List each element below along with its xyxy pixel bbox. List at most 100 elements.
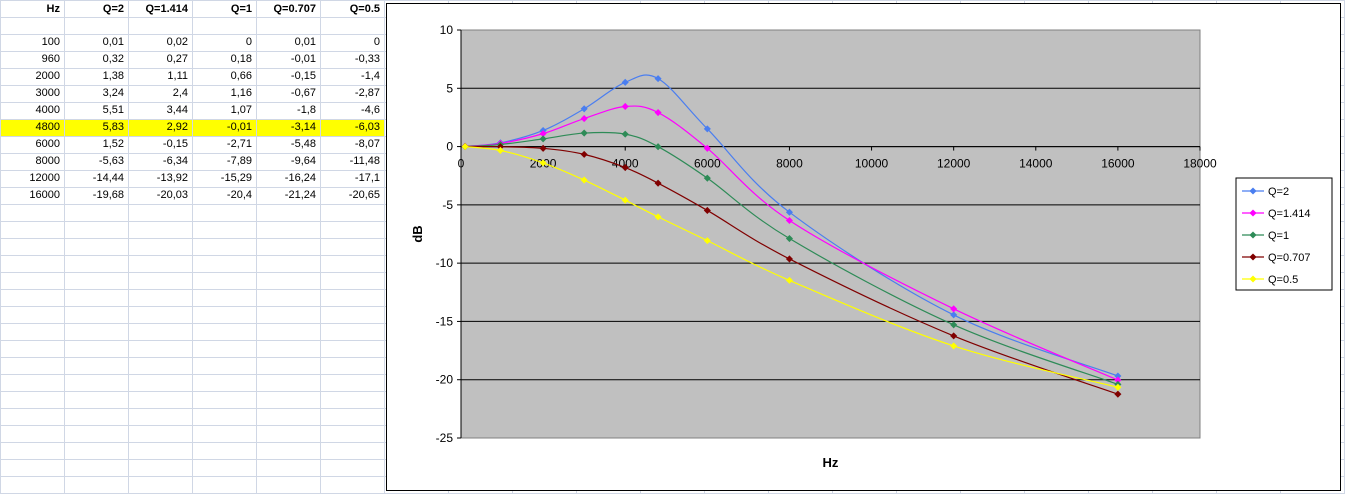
- y-tick-label: 10: [440, 23, 454, 37]
- x-tick-label: 0: [458, 157, 465, 171]
- plot-area: [460, 29, 1201, 439]
- data-point: [785, 208, 793, 216]
- data-cell[interactable]: -19,68: [92, 189, 124, 201]
- series-line-1: [465, 105, 1119, 381]
- data-cell[interactable]: 4800: [35, 121, 60, 133]
- data-cell[interactable]: 2,4: [172, 87, 188, 99]
- x-axis-title: Hz: [823, 455, 839, 470]
- data-cell[interactable]: 5,83: [102, 121, 124, 133]
- data-cell[interactable]: -1,8: [297, 104, 316, 116]
- data-cell[interactable]: 100: [41, 36, 60, 48]
- data-cell[interactable]: -17,1: [354, 172, 380, 184]
- data-cell[interactable]: 1,38: [102, 70, 124, 82]
- data-cell[interactable]: -0,01: [226, 121, 252, 133]
- data-point: [785, 235, 793, 243]
- data-cell[interactable]: 8000: [35, 155, 60, 167]
- data-cell[interactable]: -4,6: [361, 104, 380, 116]
- data-cell[interactable]: -0,15: [162, 138, 188, 150]
- data-cell[interactable]: 4000: [35, 104, 60, 116]
- data-cell[interactable]: 0,01: [102, 36, 124, 48]
- data-cell[interactable]: 1,16: [230, 87, 252, 99]
- data-cell[interactable]: 3000: [35, 87, 60, 99]
- grid-column-line: [64, 0, 65, 494]
- x-tick-label: 8000: [776, 157, 803, 171]
- data-cell[interactable]: -2,87: [354, 87, 380, 99]
- data-point: [580, 150, 588, 158]
- y-tick-label: -20: [436, 373, 454, 387]
- data-cell[interactable]: 12000: [29, 172, 60, 184]
- data-cell[interactable]: 0: [373, 36, 380, 48]
- data-cell[interactable]: 0,27: [166, 53, 188, 65]
- data-cell[interactable]: 1,07: [230, 104, 252, 116]
- data-cell[interactable]: 960: [41, 53, 60, 65]
- data-cell[interactable]: 0,32: [102, 53, 124, 65]
- data-cell[interactable]: 1,11: [167, 70, 188, 82]
- data-cell[interactable]: 0: [245, 36, 252, 48]
- data-cell[interactable]: 3,24: [102, 87, 124, 99]
- legend-entry: Q=1.414: [1268, 208, 1311, 220]
- data-cell[interactable]: -9,64: [290, 155, 316, 167]
- data-cell[interactable]: 1,52: [102, 138, 124, 150]
- x-tick-label: 10000: [855, 157, 889, 171]
- data-cell[interactable]: 0,01: [294, 36, 316, 48]
- data-cell[interactable]: -21,24: [284, 189, 316, 201]
- legend-entry: Q=2: [1268, 186, 1289, 198]
- data-cell[interactable]: 3,44: [166, 104, 188, 116]
- header-cell[interactable]: Q=1.414: [145, 3, 188, 15]
- y-axis-title: dB: [410, 225, 425, 242]
- data-cell[interactable]: -11,48: [349, 155, 380, 167]
- grid-column-line: [256, 0, 257, 494]
- data-cell[interactable]: -0,15: [290, 70, 316, 82]
- chart-frame[interactable]: 1050-5-10-15-20-250200040006000800010000…: [386, 3, 1341, 491]
- data-cell[interactable]: 0,02: [166, 36, 188, 48]
- y-tick-label: -15: [436, 314, 454, 328]
- data-point: [496, 146, 504, 154]
- x-tick-label: 14000: [1019, 157, 1053, 171]
- data-cell[interactable]: -16,24: [284, 172, 316, 184]
- grid-column-line: [0, 0, 1, 494]
- series-line-2: [465, 131, 1119, 385]
- data-cell[interactable]: -2,71: [226, 138, 252, 150]
- data-cell[interactable]: 5,51: [102, 104, 124, 116]
- header-cell[interactable]: Q=1: [230, 3, 252, 15]
- data-cell[interactable]: -15,29: [220, 172, 252, 184]
- data-cell[interactable]: -7,89: [226, 155, 252, 167]
- grid-row-line: [0, 0, 1345, 1]
- x-tick-label: 18000: [1183, 157, 1217, 171]
- data-cell[interactable]: -5,48: [290, 138, 316, 150]
- data-point: [950, 311, 958, 319]
- series-line-4: [465, 145, 1119, 388]
- data-cell[interactable]: -6,03: [354, 121, 380, 133]
- data-cell[interactable]: -3,14: [290, 121, 316, 133]
- data-cell[interactable]: -1,4: [361, 70, 380, 82]
- header-cell[interactable]: Q=0.707: [273, 3, 316, 15]
- data-cell[interactable]: -0,67: [290, 87, 316, 99]
- y-tick-label: -5: [442, 198, 453, 212]
- grid-column-line: [384, 0, 385, 494]
- data-cell[interactable]: -0,01: [290, 53, 316, 65]
- data-cell[interactable]: 16000: [29, 189, 60, 201]
- header-cell[interactable]: Hz: [46, 3, 60, 15]
- x-tick-label: 6000: [694, 157, 721, 171]
- data-cell[interactable]: 6000: [35, 138, 60, 150]
- header-cell[interactable]: Q=2: [102, 3, 124, 15]
- data-cell[interactable]: -20,03: [156, 189, 188, 201]
- data-cell[interactable]: -14,44: [92, 172, 124, 184]
- data-cell[interactable]: -8,07: [354, 138, 380, 150]
- data-point: [950, 332, 958, 340]
- data-cell[interactable]: -20,4: [226, 189, 252, 201]
- data-cell[interactable]: 0,66: [230, 70, 252, 82]
- y-tick-label: 0: [446, 140, 453, 154]
- data-cell[interactable]: -5,63: [98, 155, 124, 167]
- data-cell[interactable]: -0,33: [354, 53, 380, 65]
- header-cell[interactable]: Q=0.5: [349, 3, 380, 15]
- series-line-3: [465, 145, 1119, 395]
- y-tick-label: -25: [436, 431, 454, 445]
- data-cell[interactable]: 2,92: [166, 121, 188, 133]
- x-tick-label: 16000: [1101, 157, 1135, 171]
- data-cell[interactable]: -13,92: [156, 172, 188, 184]
- data-cell[interactable]: 2000: [35, 70, 60, 82]
- data-cell[interactable]: -6,34: [162, 155, 188, 167]
- data-cell[interactable]: -20,65: [348, 189, 380, 201]
- data-cell[interactable]: 0,18: [230, 53, 252, 65]
